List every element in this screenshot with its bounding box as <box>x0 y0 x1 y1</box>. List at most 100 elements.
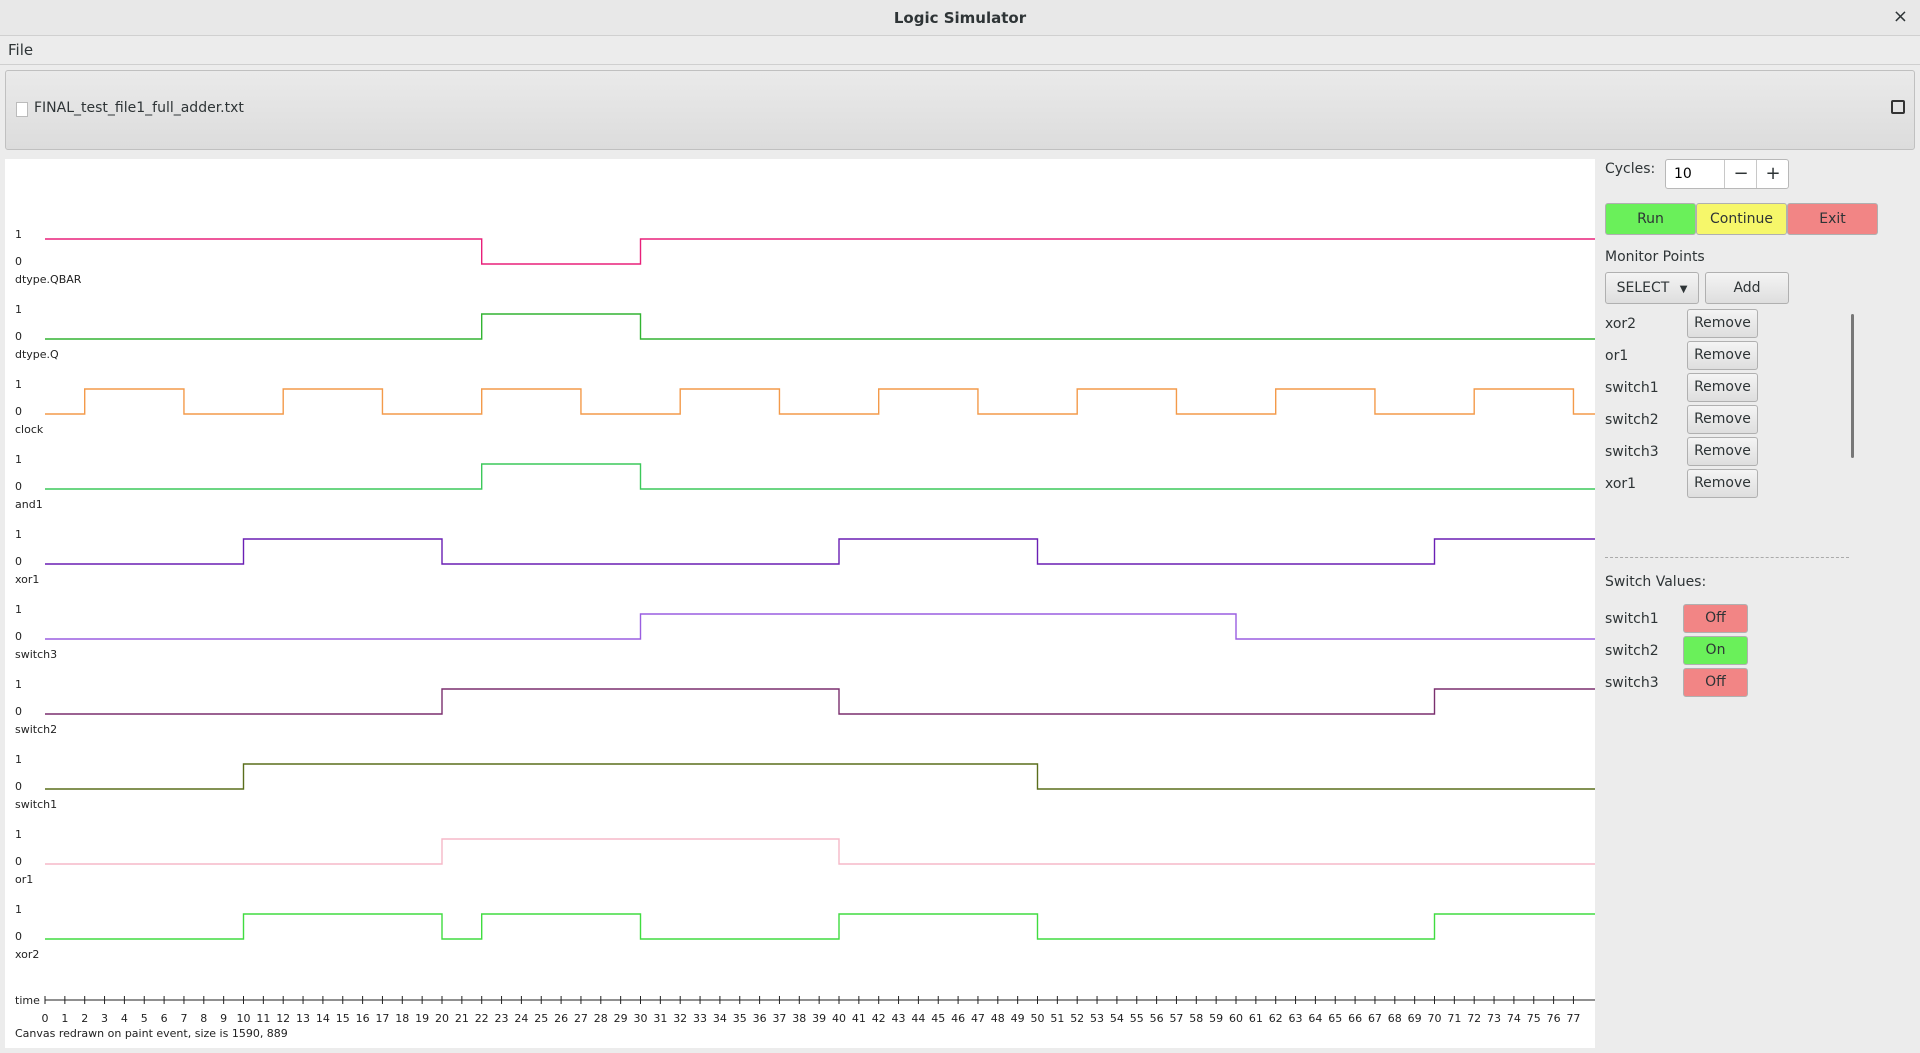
time-tick-label: 64 <box>1308 1012 1322 1025</box>
time-tick-label: 34 <box>713 1012 727 1025</box>
time-tick-label: 25 <box>534 1012 548 1025</box>
time-tick-label: 48 <box>991 1012 1005 1025</box>
trace-canvas[interactable]: 1 0 dtype.QBAR 1 0 dtype.Q 1 0 clock 1 0 and1 1 0 xor1… <box>5 159 1595 1048</box>
time-tick-label: 50 <box>1031 1012 1045 1025</box>
monitor-points-label: Monitor Points <box>1605 249 1705 265</box>
time-tick-label: 71 <box>1447 1012 1461 1025</box>
cycles-spinner: − + <box>1665 159 1789 189</box>
time-tick-label: 30 <box>634 1012 648 1025</box>
remove-xor2-button[interactable]: Remove <box>1687 309 1758 338</box>
monitor-select-dropdown[interactable]: SELECT ▼ <box>1605 272 1699 304</box>
file-icon <box>16 102 28 117</box>
time-tick-label: 12 <box>276 1012 290 1025</box>
menu-bar: File <box>0 36 1920 65</box>
level-high-label: 1 <box>15 228 22 241</box>
dropdown-arrow-icon: ▼ <box>1679 284 1688 295</box>
time-tick-label: 4 <box>121 1012 128 1025</box>
trace-switch2 <box>45 688 1595 715</box>
time-tick-label: 3 <box>101 1012 108 1025</box>
monitor-switch2-label: switch2 <box>1605 412 1659 428</box>
time-tick-label: 70 <box>1428 1012 1442 1025</box>
time-tick-label: 62 <box>1269 1012 1283 1025</box>
time-tick-label: 7 <box>180 1012 187 1025</box>
signal-name-label: dtype.Q <box>15 348 59 361</box>
level-low-label: 0 <box>15 255 22 268</box>
monitor-xor2-label: xor2 <box>1605 316 1637 332</box>
time-tick-label: 33 <box>693 1012 707 1025</box>
signal-name-label: or1 <box>15 873 33 886</box>
add-monitor-button[interactable]: Add <box>1705 272 1789 304</box>
time-tick-label: 69 <box>1408 1012 1422 1025</box>
signal-name-label: and1 <box>15 498 43 511</box>
time-tick-label: 61 <box>1249 1012 1263 1025</box>
time-tick-label: 0 <box>42 1012 49 1025</box>
time-tick-label: 14 <box>316 1012 330 1025</box>
trace-switch3 <box>45 613 1595 640</box>
level-low-label: 0 <box>15 930 22 943</box>
time-tick-label: 28 <box>594 1012 608 1025</box>
close-icon[interactable]: × <box>1892 6 1908 27</box>
decrement-button[interactable]: − <box>1724 160 1757 188</box>
monitor-xor1-label: xor1 <box>1605 476 1637 492</box>
monitor-switch1-label: switch1 <box>1605 380 1659 396</box>
time-tick-label: 10 <box>237 1012 251 1025</box>
level-low-label: 0 <box>15 555 22 568</box>
switch3-toggle-button[interactable]: Off <box>1683 668 1748 697</box>
time-tick-label: 40 <box>832 1012 846 1025</box>
trace-clock <box>45 388 1595 415</box>
time-tick-label: 47 <box>971 1012 985 1025</box>
time-tick-label: 38 <box>792 1012 806 1025</box>
signal-traces: 10dtype.QBAR10dtype.Q10clock10and110xor1… <box>15 228 1595 1040</box>
level-high-label: 1 <box>15 378 22 391</box>
signal-name-label: xor2 <box>15 948 39 961</box>
remove-switch2-button[interactable]: Remove <box>1687 405 1758 434</box>
trace-xor2 <box>45 913 1595 940</box>
monitor-scrollbar[interactable] <box>1851 314 1854 458</box>
remove-or1-button[interactable]: Remove <box>1687 341 1758 370</box>
continue-button[interactable]: Continue <box>1696 203 1787 235</box>
time-tick-label: 18 <box>395 1012 409 1025</box>
switch1-toggle-button[interactable]: Off <box>1683 604 1748 633</box>
remove-switch3-button[interactable]: Remove <box>1687 437 1758 466</box>
cycles-label: Cycles: <box>1605 161 1656 177</box>
signal-name-label: dtype.QBAR <box>15 273 82 286</box>
level-low-label: 0 <box>15 630 22 643</box>
time-tick-label: 44 <box>911 1012 925 1025</box>
menu-file[interactable]: File <box>8 41 34 59</box>
signal-name-label: switch3 <box>15 648 57 661</box>
time-tick-label: 43 <box>892 1012 906 1025</box>
time-tick-label: 51 <box>1050 1012 1064 1025</box>
level-high-label: 1 <box>15 828 22 841</box>
time-tick-label: 17 <box>375 1012 389 1025</box>
remove-switch1-button[interactable]: Remove <box>1687 373 1758 402</box>
time-tick-label: 57 <box>1169 1012 1183 1025</box>
time-tick-label: 72 <box>1467 1012 1481 1025</box>
switch2-toggle-button[interactable]: On <box>1683 636 1748 665</box>
switch3-value-label: switch3 <box>1605 675 1659 691</box>
level-high-label: 1 <box>15 903 22 916</box>
increment-button[interactable]: + <box>1756 160 1789 188</box>
cycles-input[interactable] <box>1666 160 1760 188</box>
time-tick-label: 32 <box>673 1012 687 1025</box>
time-tick-label: 55 <box>1130 1012 1144 1025</box>
time-tick-label: 37 <box>772 1012 786 1025</box>
time-tick-label: 11 <box>256 1012 270 1025</box>
time-tick-label: 63 <box>1289 1012 1303 1025</box>
time-tick-label: 49 <box>1011 1012 1025 1025</box>
remove-xor1-button[interactable]: Remove <box>1687 469 1758 498</box>
trace-and1 <box>45 463 1595 490</box>
window-title: Logic Simulator <box>893 9 1027 27</box>
level-high-label: 1 <box>15 303 22 316</box>
run-button[interactable]: Run <box>1605 203 1696 235</box>
time-tick-label: 36 <box>753 1012 767 1025</box>
time-tick-label: 19 <box>415 1012 429 1025</box>
print-icon[interactable] <box>1891 100 1905 114</box>
exit-button[interactable]: Exit <box>1787 203 1878 235</box>
time-tick-label: 67 <box>1368 1012 1382 1025</box>
time-tick-label: 65 <box>1328 1012 1342 1025</box>
level-low-label: 0 <box>15 780 22 793</box>
time-tick-label: 29 <box>614 1012 628 1025</box>
time-tick-label: 54 <box>1110 1012 1124 1025</box>
trace-switch1 <box>45 763 1595 790</box>
time-tick-label: 74 <box>1507 1012 1521 1025</box>
